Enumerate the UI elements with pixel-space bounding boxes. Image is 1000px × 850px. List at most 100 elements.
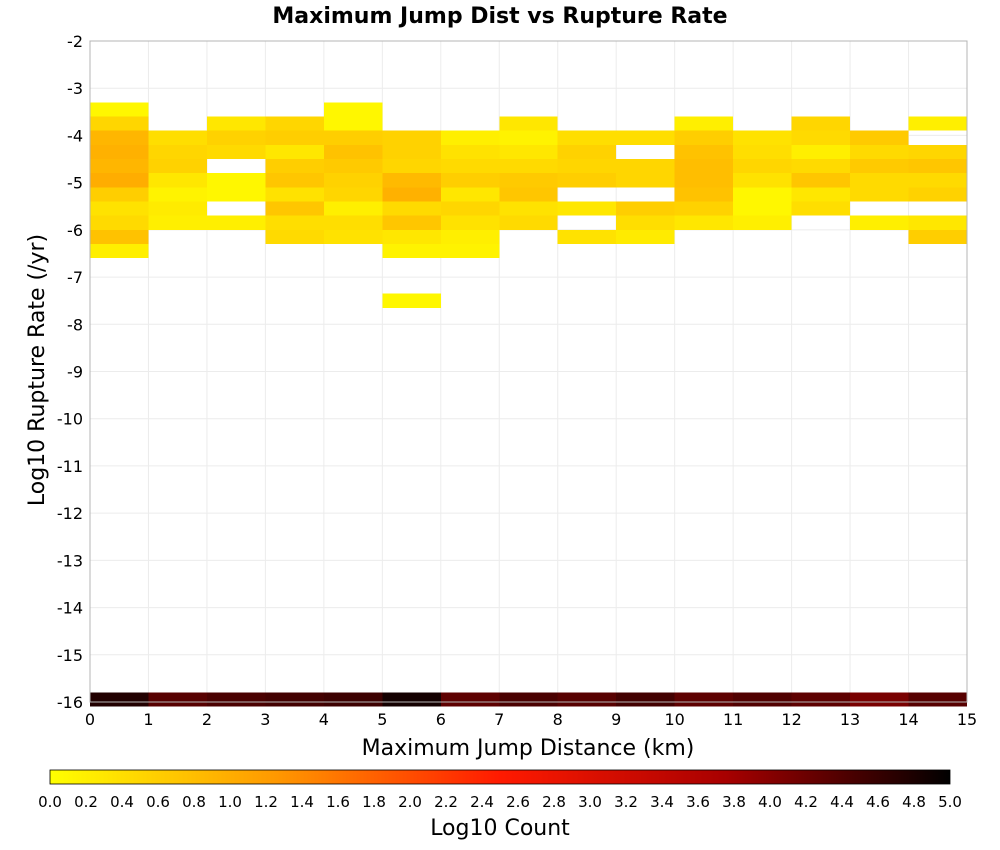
x-tick-label: 2 <box>202 710 212 729</box>
colorbar-tick-label: 3.8 <box>722 793 746 811</box>
heatmap-cell <box>90 159 149 174</box>
y-tick-label: -16 <box>57 693 83 712</box>
heatmap-cell <box>499 116 558 131</box>
chart-title: Maximum Jump Dist vs Rupture Rate <box>272 4 727 29</box>
heatmap-cell <box>908 159 967 174</box>
heatmap-cell <box>265 215 324 230</box>
heatmap-cell <box>90 130 149 145</box>
heatmap-cell <box>733 130 792 145</box>
colorbar-tick-label: 3.2 <box>614 793 638 811</box>
x-tick-label: 13 <box>840 710 860 729</box>
heatmap-cell <box>908 229 967 245</box>
x-tick-label: 9 <box>611 710 621 729</box>
heatmap-cell <box>206 215 266 230</box>
colorbar-tick-label: 5.0 <box>938 793 962 811</box>
colorbar-tick-label: 0.6 <box>146 793 170 811</box>
heatmap-cell <box>382 692 441 707</box>
y-tick-label: -10 <box>57 410 83 429</box>
heatmap-cell <box>791 144 851 160</box>
heatmap-cell <box>90 144 149 160</box>
heatmap-cell <box>557 144 617 160</box>
heatmap-cell <box>206 130 266 145</box>
colorbar-tick-labels: 0.0 0.2 0.4 0.6 0.8 1.0 1.2 1.4 1.6 1.8 2.0 2.2 2.4 2… <box>38 793 962 811</box>
x-tick-label: 6 <box>436 710 446 729</box>
heatmap-cell <box>616 201 675 216</box>
heatmap-cell <box>733 201 792 216</box>
colorbar-tick-label: 3.6 <box>686 793 710 811</box>
heatmap-cell <box>382 293 441 308</box>
colorbar-tick-label: 1.0 <box>218 793 242 811</box>
heatmap-cell <box>557 201 617 216</box>
heatmap-cell <box>148 159 207 174</box>
x-tick-label: 1 <box>143 710 153 729</box>
heatmap-cell <box>733 692 792 707</box>
heatmap-cell <box>265 229 324 245</box>
heatmap-cell <box>265 159 324 174</box>
heatmap-cell <box>323 201 383 216</box>
heatmap-cell <box>265 201 324 216</box>
heatmap-cell <box>206 173 266 188</box>
heatmap-cell <box>90 229 149 245</box>
y-tick-label: -13 <box>57 551 83 570</box>
heatmap-cell <box>148 215 207 230</box>
x-axis-label: Maximum Jump Distance (km) <box>362 736 695 761</box>
x-tick-label: 14 <box>898 710 918 729</box>
heatmap-cell <box>733 159 792 174</box>
x-tick-label: 3 <box>260 710 270 729</box>
heatmap-cell <box>674 130 734 145</box>
heatmap-cell <box>440 144 500 160</box>
heatmap-cell <box>733 144 792 160</box>
x-tick-label: 4 <box>319 710 329 729</box>
heatmap-cell <box>733 215 792 230</box>
colorbar-tick-label: 2.6 <box>506 793 530 811</box>
heatmap-cell <box>206 187 266 202</box>
colorbar-tick-label: 1.8 <box>362 793 386 811</box>
heatmap-cell <box>323 187 383 202</box>
heatmap-cell <box>323 102 383 117</box>
heatmap-cell <box>90 201 149 216</box>
x-tick-label: 5 <box>377 710 387 729</box>
heatmap-cell <box>674 144 734 160</box>
heatmap-cell <box>850 692 909 707</box>
heatmap-cell <box>323 116 383 131</box>
heatmap-cell <box>616 173 675 188</box>
heatmap-cell <box>440 229 500 245</box>
heatmap-cell <box>440 692 500 707</box>
heatmap-cell <box>850 187 909 202</box>
colorbar-tick-label: 1.6 <box>326 793 350 811</box>
heatmap-cell <box>382 159 441 174</box>
x-tick-label: 15 <box>957 710 977 729</box>
heatmap-cell <box>908 144 967 160</box>
heatmap-cell <box>674 187 734 202</box>
heatmap-cell <box>557 130 617 145</box>
heatmap-cell <box>674 116 734 131</box>
heatmap-cell <box>323 173 383 188</box>
heatmap-cell <box>791 201 851 216</box>
y-tick-label: -4 <box>67 126 83 145</box>
heatmap-cell <box>90 102 149 117</box>
y-tick-labels: -2 -3 -4 -5 -6 -7 -8 -9 -10 -11 -12 -13 -14 -15 -16 <box>57 32 83 712</box>
heatmap-cell <box>265 144 324 160</box>
heatmap-cell <box>323 229 383 245</box>
y-tick-label: -15 <box>57 646 83 665</box>
colorbar-tick-label: 2.8 <box>542 793 566 811</box>
colorbar-tick-label: 3.0 <box>578 793 602 811</box>
x-tick-label: 11 <box>723 710 743 729</box>
heatmap-cell <box>382 244 441 259</box>
heatmap-cell <box>440 130 500 145</box>
heatmap-cell <box>557 173 617 188</box>
heatmap-cell <box>323 144 383 160</box>
heatmap-cell <box>440 173 500 188</box>
heatmap-cell <box>791 692 851 707</box>
heatmap-cell <box>382 130 441 145</box>
heatmap-cell <box>382 201 441 216</box>
colorbar-tick-label: 4.8 <box>902 793 926 811</box>
heatmap-cell <box>440 244 500 259</box>
x-tick-label: 12 <box>781 710 801 729</box>
heatmap-cell <box>206 144 266 160</box>
heatmap-cell <box>206 116 266 131</box>
x-tick-label: 10 <box>664 710 684 729</box>
heatmap-cell <box>90 116 149 131</box>
y-axis-label: Log10 Rupture Rate (/yr) <box>25 234 50 506</box>
heatmap-cell <box>499 173 558 188</box>
